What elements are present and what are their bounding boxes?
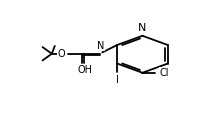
Text: O: O xyxy=(58,49,65,59)
Text: N: N xyxy=(138,23,147,33)
Text: Cl: Cl xyxy=(159,68,169,78)
Text: N: N xyxy=(97,41,104,51)
Text: I: I xyxy=(116,75,119,85)
Text: OH: OH xyxy=(77,65,92,75)
